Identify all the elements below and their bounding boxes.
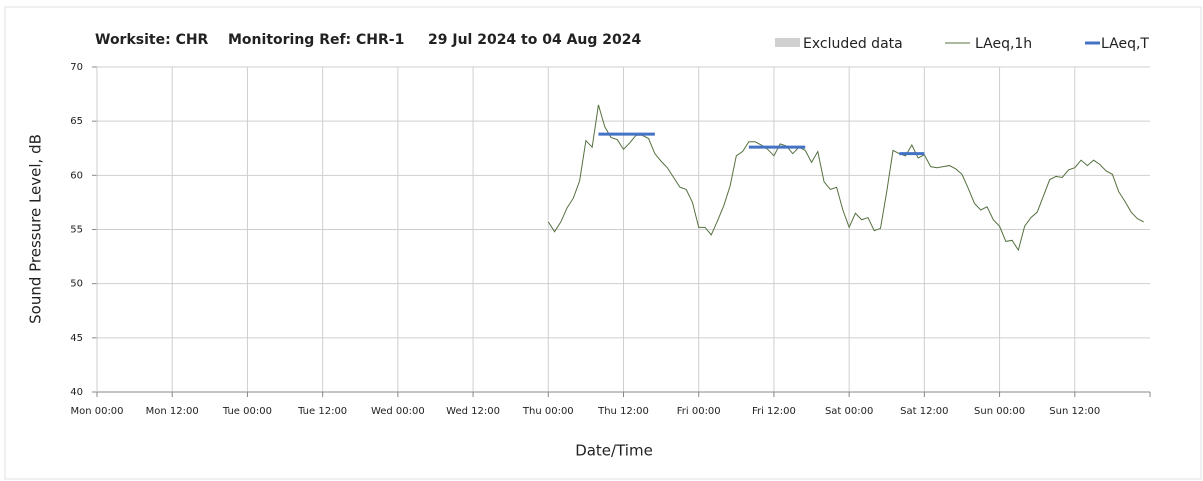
series-line [547, 104, 1144, 252]
legend-label: Excluded data [803, 36, 903, 52]
x-tick-label: Mon 00:00 [70, 406, 123, 417]
y-tick-label: 50 [70, 279, 83, 290]
x-tick-label: Sat 00:00 [825, 406, 873, 417]
legend-label: LAeq,1h [975, 36, 1032, 52]
y-tick-label: 55 [70, 225, 83, 236]
series-line [598, 132, 925, 156]
x-tick-label: Fri 00:00 [677, 406, 721, 417]
y-tick-label: 60 [70, 170, 83, 181]
x-tick-label: Tue 00:00 [222, 406, 272, 417]
x-tick-label: Fri 12:00 [752, 406, 796, 417]
x-tick-label: Thu 00:00 [522, 406, 574, 417]
x-axis-label: Date/Time [575, 442, 653, 460]
title-ref: Monitoring Ref: CHR-1 [228, 32, 404, 48]
x-tick-label: Wed 12:00 [446, 406, 500, 417]
y-tick-label: 40 [70, 387, 83, 398]
y-tick-label: 65 [70, 116, 83, 127]
legend-swatch-excluded [775, 38, 800, 47]
title-dates: 29 Jul 2024 to 04 Aug 2024 [428, 32, 642, 48]
frame [4, 6, 1202, 480]
x-tick-label: Mon 12:00 [146, 406, 199, 417]
x-tick-label: Thu 12:00 [597, 406, 649, 417]
y-tick-label: 70 [70, 62, 83, 73]
x-tick-label: Sun 00:00 [974, 406, 1025, 417]
y-tick-label: 45 [70, 333, 83, 344]
x-tick-label: Wed 00:00 [371, 406, 425, 417]
y-axis-label: Sound Pressure Level, dB [27, 134, 45, 324]
x-tick-label: Sun 12:00 [1049, 406, 1100, 417]
x-tick-label: Sat 12:00 [900, 406, 948, 417]
legend-label: LAeq,T [1101, 36, 1149, 52]
x-tick-label: Tue 12:00 [297, 406, 347, 417]
title-worksite: Worksite: CHR [95, 32, 209, 48]
